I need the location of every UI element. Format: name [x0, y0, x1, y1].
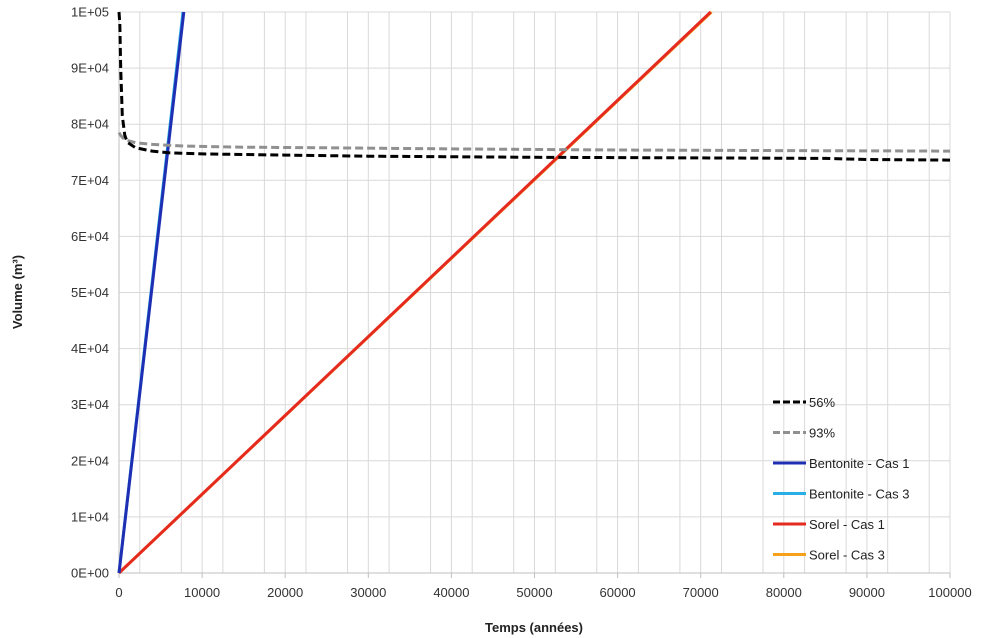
legend-label-sorel-cas-1: Sorel - Cas 1 — [809, 517, 885, 532]
y-tick-label: 1E+05 — [71, 5, 109, 20]
y-tick-label: 8E+04 — [71, 117, 109, 132]
y-tick-label: 5E+04 — [71, 285, 109, 300]
legend: 56% 93% Bentonite - Cas 1 Bentonite - Cas 3… — [773, 395, 909, 563]
series-line-56 — [117, 11, 951, 162]
x-tick-label: 20000 — [267, 585, 303, 600]
y-tick-label: 2E+04 — [71, 453, 109, 468]
y-tick-label: 6E+04 — [71, 229, 109, 244]
y-axis-unit: m³ — [10, 259, 25, 276]
x-tick-label: 70000 — [683, 585, 719, 600]
series-line-bentonite-cas-1 — [117, 11, 186, 574]
y-tick-label: 7E+04 — [71, 173, 109, 188]
series-lines — [117, 10, 951, 575]
series-line-sorel-cas-1 — [117, 10, 712, 575]
x-tick-label: 50000 — [516, 585, 552, 600]
y-axis-unit-suffix: ) — [10, 255, 25, 259]
x-axis-title: Temps (années) — [485, 620, 583, 635]
x-tick-label: 80000 — [766, 585, 802, 600]
x-tick-label: 0 — [115, 585, 122, 600]
x-tick-label: 40000 — [433, 585, 469, 600]
y-tick-label: 3E+04 — [71, 397, 109, 412]
legend-label-93: 93% — [809, 426, 835, 441]
y-axis-title: Volume (m³) — [10, 255, 25, 329]
x-tick-label: 30000 — [350, 585, 386, 600]
legend-label-56: 56% — [809, 395, 835, 410]
x-tick-label: 90000 — [849, 585, 885, 600]
tick-labels: 0 10000 20000 30000 40000 50000 60000 70000 8000… — [71, 5, 972, 601]
legend-label-bentonite-cas-1: Bentonite - Cas 1 — [809, 456, 909, 471]
grid — [118, 11, 951, 578]
y-axis-title-text: Volume — [10, 283, 25, 329]
y-tick-label: 4E+04 — [71, 341, 109, 356]
x-tick-label: 10000 — [184, 585, 220, 600]
y-tick-label: 0E+00 — [71, 566, 109, 581]
y-tick-label: 1E+04 — [71, 509, 109, 524]
legend-label-sorel-cas-3: Sorel - Cas 3 — [809, 548, 885, 563]
series-line-93 — [117, 131, 951, 153]
x-tick-label: 100000 — [928, 585, 971, 600]
legend-label-bentonite-cas-3: Bentonite - Cas 3 — [809, 487, 909, 502]
y-tick-label: 9E+04 — [71, 61, 109, 76]
x-tick-label: 60000 — [600, 585, 636, 600]
y-axis-unit-prefix: ( — [10, 274, 25, 283]
